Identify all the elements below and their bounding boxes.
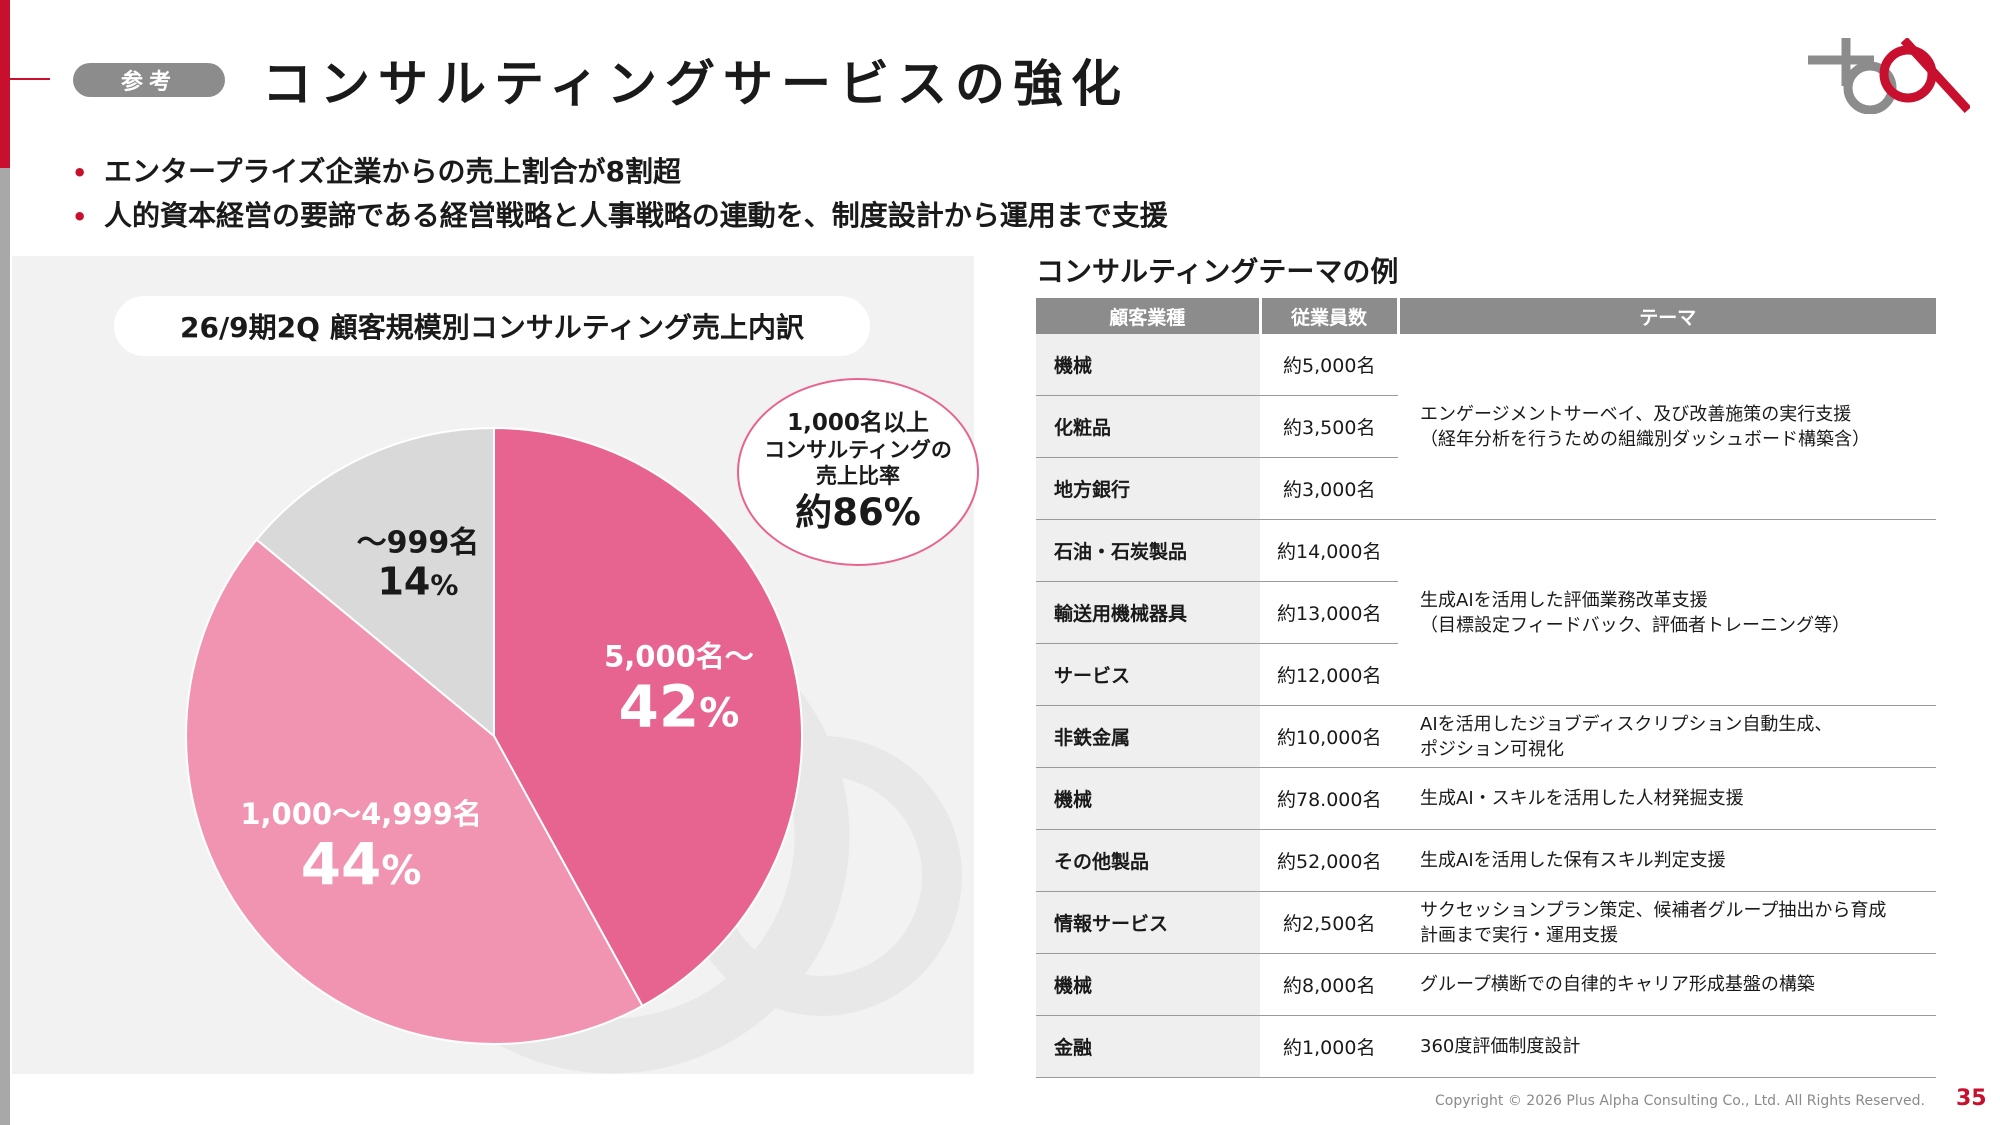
pie-slice [493, 426, 803, 1008]
table-row: サービス 約12,000名 [1036, 643, 1936, 706]
table-row: 化粧品 約3,500名 [1036, 395, 1936, 458]
industry-cell: 金融 [1036, 1015, 1261, 1078]
header-theme: テーマ [1398, 298, 1936, 334]
theme-cell: 生成AIを活用した保有スキル判定支援 [1398, 829, 1936, 892]
pie-slice [255, 426, 495, 739]
left-gray-bar [0, 168, 10, 1125]
industry-cell: 機械 [1036, 953, 1261, 1016]
employees-cell: 約52,000名 [1260, 829, 1398, 892]
employees-cell: 約5,000名 [1260, 334, 1398, 396]
callout-value: 約86% [795, 491, 921, 534]
bullet-dot-icon: • [72, 203, 88, 231]
bullet-text: エンタープライズ企業からの売上割合が8割超 [104, 155, 681, 188]
table-row: 地方銀行 約3,000名 [1036, 457, 1936, 520]
industry-cell: 情報サービス [1036, 891, 1261, 954]
industry-cell: 化粧品 [1036, 395, 1261, 458]
industry-cell: 輸送用機械器具 [1036, 581, 1261, 644]
bullet-list: • エンタープライズ企業からの売上割合が8割超 • 人的資本経営の要諦である経営戦略… [72, 150, 1168, 238]
industry-cell: 機械 [1036, 334, 1261, 396]
employees-cell: 約1,000名 [1260, 1015, 1398, 1078]
employees-cell: 約14,000名 [1260, 519, 1398, 582]
tag-accent-line [0, 78, 50, 80]
header-employees: 従業員数 [1260, 298, 1400, 334]
table-row: その他製品 約52,000名 生成AIを活用した保有スキル判定支援 [1036, 829, 1936, 892]
industry-cell: 非鉄金属 [1036, 705, 1261, 768]
employees-cell: 約2,500名 [1260, 891, 1398, 954]
industry-cell: 石油・石炭製品 [1036, 519, 1261, 582]
bullet-dot-icon: • [72, 159, 88, 187]
pie-slice-label: ～999名 [357, 525, 480, 560]
pie-slice [185, 538, 644, 1045]
theme-table: 顧客業種 従業員数 テーマ 機械 約5,000名 エンゲージメントサーベイ、及び… [1036, 298, 1936, 1078]
theme-cell: AIを活用したジョブディスクリプション自動生成、 ポジション可視化 [1398, 705, 1936, 768]
employees-cell: 約78.000名 [1260, 767, 1398, 830]
employees-cell: 約3,500名 [1260, 395, 1398, 458]
employees-cell: 約3,000名 [1260, 457, 1398, 520]
theme-cell: エンゲージメントサーベイ、及び改善施策の実行支援 （経年分析を行うための組織別ダ… [1398, 334, 1936, 520]
page-number: 35 [1956, 1086, 1987, 1111]
copyright-text: Copyright © 2026 Plus Alpha Consulting C… [1435, 1093, 1925, 1109]
pie-slice-value: 44% [301, 830, 422, 898]
table-row: 非鉄金属 約10,000名 AIを活用したジョブディスクリプション自動生成、 ポ… [1036, 705, 1936, 768]
company-logo-icon [1808, 38, 1970, 114]
table-row: 機械 約8,000名 グループ横断での自律的キャリア形成基盤の構築 [1036, 953, 1936, 1016]
reference-tag: 参考 [73, 63, 225, 97]
employees-cell: 約12,000名 [1260, 643, 1398, 706]
chart-title: 26/9期2Q 顧客規模別コンサルティング売上内訳 [114, 296, 870, 356]
callout-bubble: 1,000名以上 コンサルティングの 売上比率 約86% [737, 378, 979, 566]
pie-slice-value: 42% [619, 673, 740, 741]
bullet-text: 人的資本経営の要諦である経営戦略と人事戦略の連動を、制度設計から運用まで支援 [104, 199, 1168, 232]
employees-cell: 約10,000名 [1260, 705, 1398, 768]
industry-cell: サービス [1036, 643, 1261, 706]
table-header-row: 顧客業種 従業員数 テーマ [1036, 298, 1936, 334]
theme-cell: 360度評価制度設計 [1398, 1015, 1936, 1078]
table-row: 金融 約1,000名 360度評価制度設計 [1036, 1015, 1936, 1078]
pie-slice-label: 1,000～4,999名 [240, 797, 481, 831]
industry-cell: その他製品 [1036, 829, 1261, 892]
table-row: 機械 約5,000名 エンゲージメントサーベイ、及び改善施策の実行支援 （経年分… [1036, 334, 1936, 520]
page-title: コンサルティングサービスの強化 [262, 55, 1129, 113]
callout-line2: コンサルティングの [764, 438, 952, 462]
industry-cell: 機械 [1036, 767, 1261, 830]
theme-cell: 生成AI・スキルを活用した人材発掘支援 [1398, 767, 1936, 830]
employees-cell: 約8,000名 [1260, 953, 1398, 1016]
theme-cell: 生成AIを活用した評価業務改革支援 （目標設定フィードバック、評価者トレーニング… [1398, 519, 1936, 706]
pie-slice-value: 14% [377, 559, 458, 603]
table-row: 輸送用機械器具 約13,000名 [1036, 581, 1936, 644]
bullet-item: • 人的資本経営の要諦である経営戦略と人事戦略の連動を、制度設計から運用まで支援 [72, 194, 1168, 238]
callout-line1: 1,000名以上 [787, 409, 929, 436]
left-accent-bar [0, 0, 10, 168]
industry-cell: 地方銀行 [1036, 457, 1261, 520]
theme-cell: グループ横断での自律的キャリア形成基盤の構築 [1398, 953, 1936, 1016]
callout-line3: 売上比率 [816, 464, 900, 488]
table-title: コンサルティングテーマの例 [1036, 255, 1399, 288]
theme-cell: サクセッションプラン策定、候補者グループ抽出から育成 計画まで実行・運用支援 [1398, 891, 1936, 954]
table-row: 石油・石炭製品 約14,000名 生成AIを活用した評価業務改革支援 （目標設定… [1036, 519, 1936, 706]
employees-cell: 約13,000名 [1260, 581, 1398, 644]
table-row: 情報サービス 約2,500名 サクセッションプラン策定、候補者グループ抽出から育… [1036, 891, 1936, 954]
bullet-item: • エンタープライズ企業からの売上割合が8割超 [72, 150, 1168, 194]
header-industry: 顧客業種 [1036, 298, 1262, 334]
pie-slice-label: 5,000名～ [604, 640, 754, 674]
table-row: 機械 約78.000名 生成AI・スキルを活用した人材発掘支援 [1036, 767, 1936, 830]
